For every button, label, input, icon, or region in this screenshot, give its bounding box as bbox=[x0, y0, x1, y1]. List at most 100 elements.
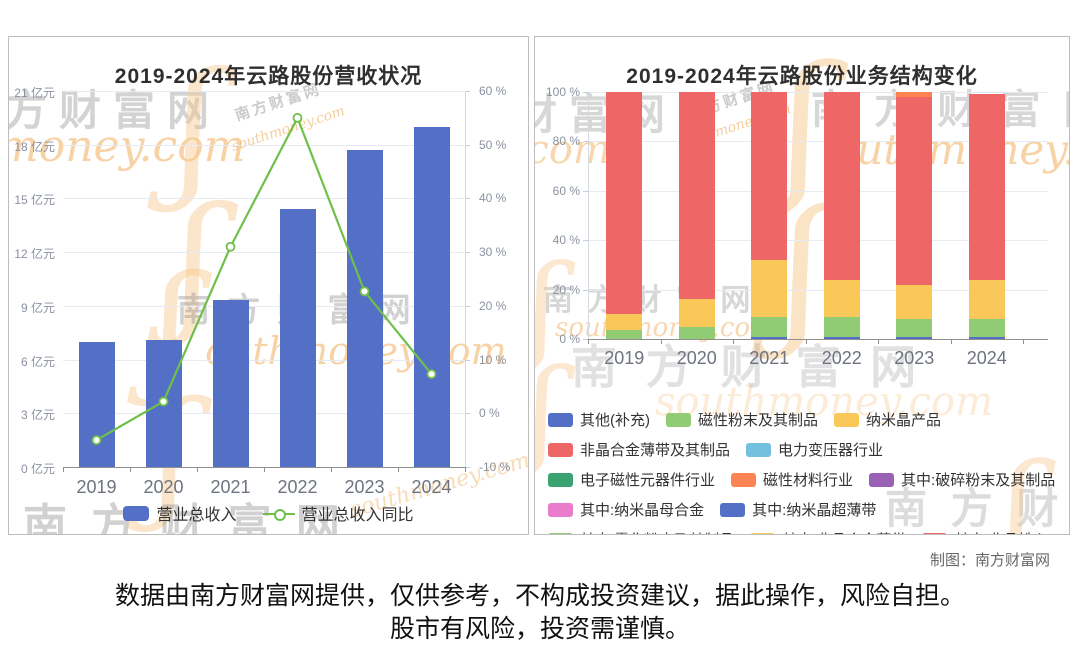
disclaimer-line-1: 数据由南方财富网提供，仅供参考，不构成投资建议，据此操作，风险自担。 bbox=[114, 582, 965, 610]
data-point-2021 bbox=[225, 241, 236, 252]
legend-item-其中:非晶合金薄带[interactable]: 其中:非晶合金薄带 bbox=[750, 526, 906, 534]
y-axis-label-left: 12 亿元 bbox=[14, 247, 55, 262]
gridline bbox=[63, 305, 465, 307]
y-axis-tick bbox=[583, 339, 588, 340]
data-point-2023 bbox=[359, 286, 370, 297]
legend-label: 其中:非晶铁心 bbox=[954, 529, 1048, 534]
x-axis-tick bbox=[1023, 339, 1024, 344]
legend-label: 纳米晶产品 bbox=[866, 412, 942, 429]
disclaimer: 数据由南方财富网提供，仅供参考，不构成投资建议，据此操作，风险自担。 股市有风险… bbox=[0, 580, 1080, 646]
y-axis-label-left: 21 亿元 bbox=[14, 86, 55, 100]
y-axis-label-left: 6 亿元 bbox=[20, 354, 55, 369]
gridline bbox=[63, 144, 465, 146]
y-axis-label: 100 % bbox=[545, 85, 580, 99]
y-axis-label: 20 % bbox=[552, 282, 580, 297]
y-axis-label-right: 0 % bbox=[479, 406, 500, 421]
data-point-2019 bbox=[91, 435, 102, 446]
right-axis-tick bbox=[465, 252, 470, 254]
segment-磁性材料行业-2023 bbox=[896, 92, 933, 97]
x-axis-line bbox=[588, 339, 1048, 340]
right-axis-tick bbox=[465, 144, 470, 146]
x-axis-tick bbox=[733, 339, 734, 344]
data-point-2022 bbox=[292, 112, 303, 123]
credit-line: 制图：南方财富网 bbox=[929, 552, 1050, 569]
segment-其他(补充)-2022 bbox=[823, 336, 860, 339]
legend-item-yoy[interactable]: 营业总收入同比 bbox=[262, 501, 414, 525]
gridline bbox=[588, 92, 1048, 93]
x-axis-tick bbox=[130, 467, 131, 472]
legend-item-其中:纳米晶超薄带[interactable]: 其中:纳米晶超薄带 bbox=[720, 496, 876, 523]
x-tick-label: 2022 bbox=[821, 348, 862, 368]
legend-label: 其中:破碎粉末及其制品 bbox=[901, 472, 1056, 489]
right-axis-tick bbox=[465, 413, 470, 415]
x-tick-label: 2023 bbox=[344, 477, 385, 497]
bar-2023 bbox=[346, 150, 383, 467]
legend-item-磁性材料行业[interactable]: 磁性材料行业 bbox=[731, 466, 853, 493]
y-axis-label-right: 50 % bbox=[479, 137, 507, 152]
segment-磁性粉末及其制品-2024 bbox=[968, 319, 1005, 337]
legend-swatch-icon bbox=[834, 412, 860, 427]
y-axis-label: 60 % bbox=[552, 183, 580, 198]
legend-item-revenue[interactable]: 营业总收入 bbox=[123, 501, 237, 525]
y-axis-label-right: 60 % bbox=[479, 84, 507, 98]
segment-非晶合金薄带及其制品-2020 bbox=[678, 92, 715, 300]
gridline bbox=[63, 198, 465, 200]
line-marker-icon bbox=[262, 506, 295, 521]
legend-swatch-icon bbox=[548, 502, 573, 517]
x-tick-label: 2022 bbox=[277, 477, 318, 497]
legend-item-其中:非晶铁心[interactable]: 其中:非晶铁心 bbox=[922, 526, 1049, 534]
revenue-plot-area: 21 亿元 60 % 18 亿元 50 % 15 亿元 40 % 12 亿元 30 % 9 亿元… bbox=[14, 84, 510, 497]
y-axis-label-left: 15 亿元 bbox=[14, 193, 55, 208]
revenue-legend: 营业总收入 营业总收入同比 bbox=[9, 501, 528, 525]
legend-item-其中:纳米晶母合金[interactable]: 其中:纳米晶母合金 bbox=[548, 496, 704, 523]
disclaimer-line-2: 股市有风险，投资需谨慎。 bbox=[389, 615, 690, 643]
x-axis-tick bbox=[588, 339, 589, 344]
legend-label: 磁性粉末及其制品 bbox=[698, 412, 819, 429]
legend-swatch-icon bbox=[746, 442, 772, 457]
legend-label: 电力变压器行业 bbox=[778, 442, 884, 459]
y-axis-line bbox=[588, 92, 589, 339]
structure-legend: 其他(补充) 磁性粉末及其制品 纳米晶产品非晶合金薄带及其制品 电力变压器行业电子磁性… bbox=[548, 406, 1056, 534]
x-tick-label: 2023 bbox=[894, 348, 935, 368]
x-axis-tick bbox=[63, 467, 64, 472]
right-axis-tick bbox=[465, 305, 470, 307]
y-axis-label: 80 % bbox=[552, 134, 580, 149]
legend-item-电力变压器行业[interactable]: 电力变压器行业 bbox=[746, 436, 883, 463]
legend-label: 营业总收入同比 bbox=[301, 507, 414, 524]
legend-item-其他(补充)[interactable]: 其他(补充) bbox=[548, 406, 650, 433]
right-axis-line bbox=[465, 91, 466, 467]
legend-item-非晶合金薄带及其制品[interactable]: 非晶合金薄带及其制品 bbox=[548, 436, 730, 463]
legend-item-纳米晶产品[interactable]: 纳米晶产品 bbox=[834, 406, 941, 433]
chart-title-revenue: 2019-2024年云路股份营收状况 bbox=[114, 65, 423, 89]
legend-item-电子磁性元器件行业[interactable]: 电子磁性元器件行业 bbox=[548, 466, 715, 493]
x-axis-tick bbox=[197, 467, 198, 472]
legend-item-其中:破碎粉末及其制品[interactable]: 其中:破碎粉末及其制品 bbox=[869, 466, 1055, 493]
y-axis-label-right: 40 % bbox=[479, 191, 507, 206]
x-axis-tick bbox=[878, 339, 879, 344]
bar-swatch-icon bbox=[123, 505, 150, 521]
y-axis-label: 0 % bbox=[559, 332, 580, 346]
y-axis-tick bbox=[583, 190, 588, 192]
right-axis-tick bbox=[465, 467, 470, 468]
y-axis-label-right: 30 % bbox=[479, 245, 507, 260]
structure-plot-area: 100 % 80 % 60 % 40 % 20 % 0 % 2019 2020 2021 2022… bbox=[546, 85, 1048, 368]
segment-纳米晶产品-2023 bbox=[896, 284, 933, 320]
y-axis-label-left: 0 亿元 bbox=[20, 462, 55, 476]
x-axis-tick bbox=[264, 467, 265, 472]
legend-item-其中:雾化粉末及其制品[interactable]: 其中:雾化粉末及其制品 bbox=[548, 526, 734, 534]
legend-item-磁性粉末及其制品[interactable]: 磁性粉末及其制品 bbox=[666, 406, 818, 433]
x-tick-label: 2024 bbox=[411, 477, 452, 497]
y-axis-tick bbox=[583, 240, 588, 242]
legend-swatch-icon bbox=[666, 412, 691, 427]
y-axis-tick bbox=[583, 289, 588, 291]
y-axis-label-left: 3 亿元 bbox=[20, 408, 55, 423]
gridline bbox=[588, 190, 1048, 192]
legend-label: 磁性材料行业 bbox=[763, 472, 854, 489]
x-axis-tick bbox=[950, 339, 952, 344]
y-axis-label-left: 18 亿元 bbox=[14, 139, 55, 154]
bar-2024 bbox=[413, 126, 450, 467]
y-axis-label: 40 % bbox=[552, 233, 580, 248]
x-axis-tick bbox=[331, 467, 332, 472]
gridline bbox=[63, 359, 465, 361]
